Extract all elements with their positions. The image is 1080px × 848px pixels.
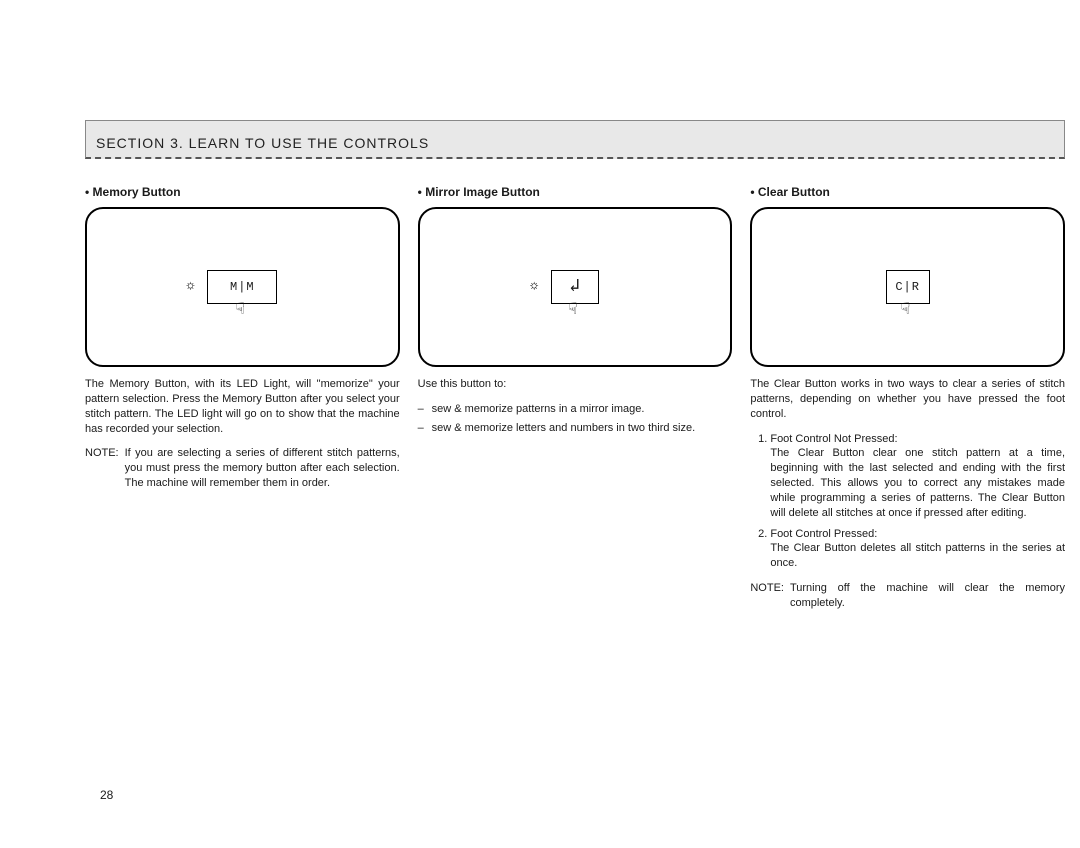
col-memory: Memory Button ☼ M|M ☟ The Memory Button,… — [85, 185, 400, 611]
led-icon: ☼ — [530, 279, 544, 293]
memory-note: NOTE: If you are selecting a series of d… — [85, 446, 400, 491]
finger-icon: ☟ — [235, 299, 249, 317]
step-body: The Clear Button clear one stitch patter… — [770, 447, 1065, 518]
memory-button-drawing: ☼ M|M ☟ — [207, 270, 277, 304]
mirror-button-drawing: ☼ ↲ ☟ — [551, 270, 599, 304]
mirror-title: Mirror Image Button — [418, 185, 733, 199]
col-clear: Clear Button C|R ☟ The Clear Button work… — [750, 185, 1065, 611]
clear-steps: Foot Control Not Pressed: The Clear Butt… — [750, 432, 1065, 572]
step-head: Foot Control Not Pressed: — [770, 433, 897, 445]
memory-illustration: ☼ M|M ☟ — [85, 207, 400, 367]
mirror-intro: Use this button to: — [418, 377, 733, 392]
list-item: Foot Control Pressed: The Clear Button d… — [770, 527, 1065, 572]
step-head: Foot Control Pressed: — [770, 528, 877, 540]
clear-button-drawing: C|R ☟ — [886, 270, 930, 304]
note-label: NOTE: — [750, 581, 784, 611]
memory-body: The Memory Button, with its LED Light, w… — [85, 377, 400, 491]
clear-illustration: C|R ☟ — [750, 207, 1065, 367]
memory-button-label: M|M — [230, 280, 255, 294]
clear-title: Clear Button — [750, 185, 1065, 199]
list-item: Foot Control Not Pressed: The Clear Butt… — [770, 432, 1065, 521]
section-header: SECTION 3. LEARN TO USE THE CONTROLS — [85, 120, 1065, 159]
clear-button-label: C|R — [895, 280, 920, 294]
finger-icon: ☟ — [568, 299, 582, 317]
note-label: NOTE: — [85, 446, 119, 491]
finger-icon: ☟ — [901, 299, 915, 317]
mirror-illustration: ☼ ↲ ☟ — [418, 207, 733, 367]
memory-description: The Memory Button, with its LED Light, w… — [85, 377, 400, 436]
clear-description: The Clear Button works in two ways to cl… — [750, 377, 1065, 422]
section-header-text: SECTION 3. LEARN TO USE THE CONTROLS — [96, 135, 429, 151]
list-item: sew & memorize letters and numbers in tw… — [432, 421, 733, 436]
list-item: sew & memorize patterns in a mirror imag… — [432, 402, 733, 417]
manual-page: SECTION 3. LEARN TO USE THE CONTROLS Mem… — [85, 120, 1065, 611]
memory-note-body: If you are selecting a series of differe… — [125, 446, 400, 491]
mirror-body: Use this button to: sew & memorize patte… — [418, 377, 733, 436]
mirror-arrow-icon: ↲ — [569, 278, 581, 296]
led-icon: ☼ — [186, 279, 200, 293]
clear-body: The Clear Button works in two ways to cl… — [750, 377, 1065, 611]
mirror-list: sew & memorize patterns in a mirror imag… — [418, 402, 733, 436]
columns: Memory Button ☼ M|M ☟ The Memory Button,… — [85, 185, 1065, 611]
step-body: The Clear Button deletes all stitch patt… — [770, 542, 1065, 569]
clear-note: NOTE: Turning off the machine will clear… — [750, 581, 1065, 611]
clear-note-body: Turning off the machine will clear the m… — [790, 581, 1065, 611]
page-number: 28 — [100, 788, 113, 802]
col-mirror: Mirror Image Button ☼ ↲ ☟ Use this butto… — [418, 185, 733, 611]
memory-title: Memory Button — [85, 185, 400, 199]
